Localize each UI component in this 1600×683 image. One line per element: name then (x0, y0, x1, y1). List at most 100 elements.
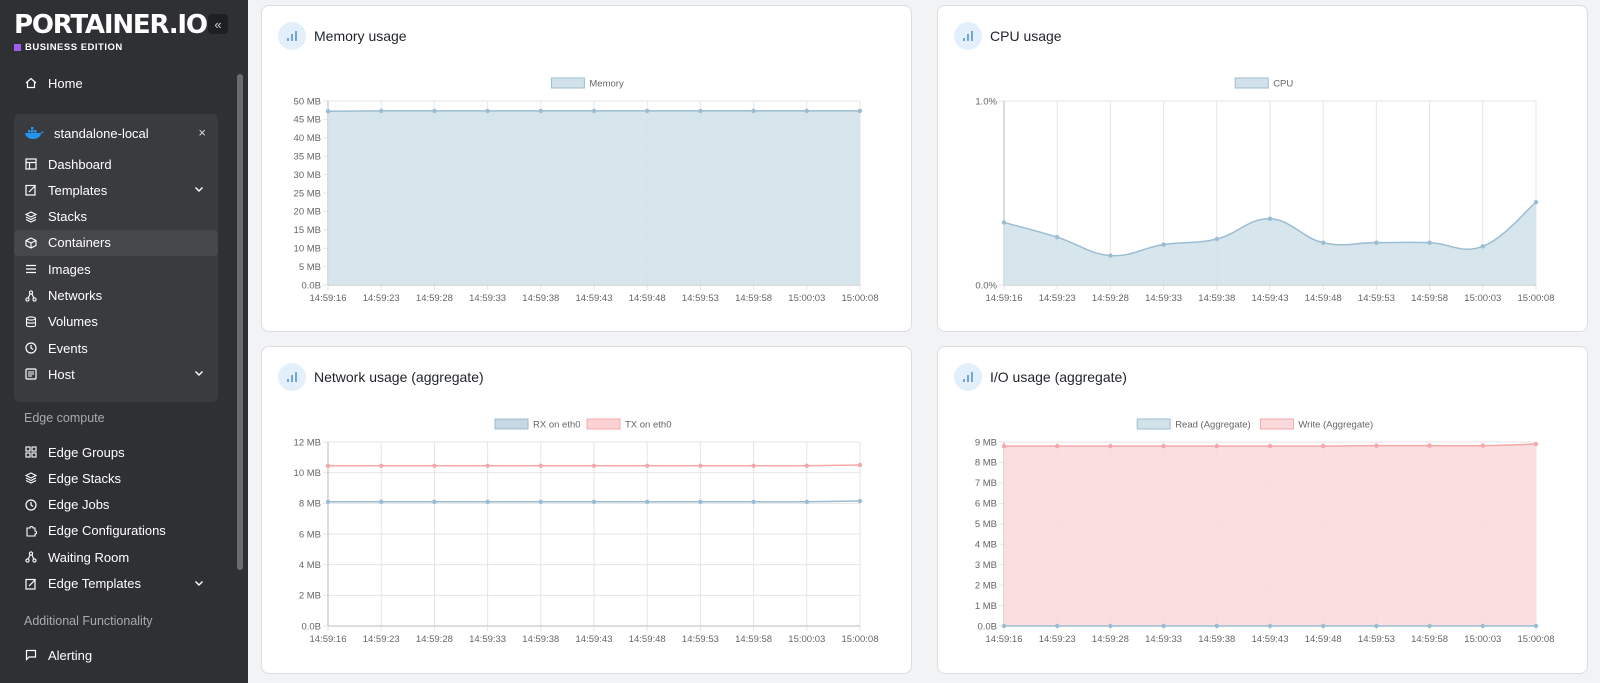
sidebar-item-edge-jobs[interactable]: Edge Jobs (14, 492, 218, 518)
sidebar-item-events[interactable]: Events (14, 335, 218, 361)
data-point[interactable] (1055, 234, 1060, 240)
data-point[interactable] (1267, 216, 1273, 221)
brand[interactable]: PORTAINER.IO BUSINESS EDITION (14, 12, 208, 53)
sidebar-item-containers[interactable]: Containers (14, 229, 218, 256)
data-point[interactable] (1480, 623, 1485, 629)
collapse-sidebar-button[interactable]: « (208, 14, 228, 34)
sidebar-item-dashboard[interactable]: Dashboard (14, 151, 218, 177)
data-point[interactable] (1533, 623, 1539, 629)
y-tick-label: 2 MB (299, 591, 321, 602)
data-point[interactable] (1214, 623, 1219, 629)
data-point[interactable] (1480, 244, 1485, 249)
data-point[interactable] (538, 108, 543, 114)
data-point[interactable] (1108, 623, 1113, 629)
data-point[interactable] (1321, 623, 1326, 629)
data-point[interactable] (591, 499, 597, 504)
data-point[interactable] (645, 499, 650, 504)
sidebar-item-alerting[interactable]: Alerting (14, 642, 218, 668)
sidebar-scrollbar[interactable] (237, 74, 243, 570)
data-point[interactable] (1480, 443, 1485, 448)
data-point[interactable] (698, 499, 703, 504)
data-point[interactable] (1001, 443, 1007, 449)
data-point[interactable] (538, 463, 543, 468)
data-point[interactable] (1161, 443, 1166, 449)
data-point[interactable] (804, 499, 809, 504)
data-point[interactable] (538, 499, 543, 504)
data-point[interactable] (645, 463, 650, 468)
data-point[interactable] (432, 499, 437, 504)
data-point[interactable] (432, 463, 437, 468)
data-point[interactable] (1001, 220, 1007, 225)
x-tick-label: 14:59:43 (576, 293, 613, 304)
data-point[interactable] (1374, 443, 1379, 448)
data-point[interactable] (1374, 623, 1379, 629)
data-point[interactable] (645, 108, 650, 114)
data-point[interactable] (485, 108, 490, 114)
data-point[interactable] (804, 463, 809, 468)
sidebar-item-edge-templates[interactable]: Edge Templates (14, 571, 218, 597)
data-point[interactable] (325, 463, 331, 468)
data-point[interactable] (1214, 443, 1219, 449)
close-environment-button[interactable]: × (198, 125, 206, 140)
data-point[interactable] (751, 499, 756, 504)
data-point[interactable] (857, 498, 863, 504)
data-point[interactable] (325, 109, 331, 114)
data-point[interactable] (751, 108, 756, 114)
data-point[interactable] (1161, 242, 1166, 247)
data-point[interactable] (485, 463, 490, 468)
environment-header[interactable]: standalone-local × (14, 119, 218, 147)
data-point[interactable] (751, 463, 756, 468)
data-point[interactable] (1108, 443, 1113, 449)
x-tick-label: 14:59:43 (1252, 634, 1289, 645)
data-point[interactable] (804, 108, 809, 114)
data-point[interactable] (379, 463, 384, 468)
x-tick-label: 14:59:28 (1092, 293, 1129, 304)
data-point[interactable] (591, 463, 597, 468)
data-point[interactable] (1108, 253, 1113, 258)
sidebar-item-stacks[interactable]: Stacks (14, 204, 218, 230)
data-point[interactable] (698, 108, 703, 114)
data-point[interactable] (1321, 240, 1326, 245)
io-card: I/O usage (aggregate) Read (Aggregate) Wr… (937, 346, 1588, 674)
data-point[interactable] (857, 108, 863, 114)
sidebar-item-waiting-room[interactable]: Waiting Room (14, 544, 218, 570)
data-point[interactable] (1533, 441, 1539, 447)
data-point[interactable] (857, 462, 863, 468)
data-point[interactable] (1267, 443, 1273, 449)
sidebar-item-edge-groups[interactable]: Edge Groups (14, 439, 218, 465)
data-point[interactable] (1427, 443, 1432, 448)
data-point[interactable] (1374, 240, 1379, 245)
data-point[interactable] (591, 108, 597, 114)
data-point[interactable] (1001, 623, 1007, 629)
edit-icon (24, 183, 38, 197)
sidebar-item-host[interactable]: Host (14, 361, 218, 387)
sidebar-item-volumes[interactable]: Volumes (14, 309, 218, 335)
y-tick-label: 2 MB (975, 580, 997, 591)
data-point[interactable] (1533, 200, 1539, 205)
data-point[interactable] (325, 499, 331, 504)
data-point[interactable] (1214, 236, 1219, 242)
sidebar-item-edge-configurations[interactable]: Edge Configurations (14, 518, 218, 544)
data-point[interactable] (485, 499, 490, 504)
data-point[interactable] (1321, 443, 1326, 449)
data-point[interactable] (1161, 623, 1166, 629)
sidebar-item-templates[interactable]: Templates (14, 177, 218, 203)
sidebar-item-home[interactable]: Home (14, 70, 218, 96)
data-point[interactable] (1267, 623, 1273, 629)
data-point[interactable] (1427, 623, 1432, 629)
data-point[interactable] (1427, 240, 1432, 245)
data-point[interactable] (1055, 623, 1060, 629)
sidebar-item-edge-stacks[interactable]: Edge Stacks (14, 465, 218, 491)
data-point[interactable] (379, 108, 384, 114)
data-point[interactable] (379, 499, 384, 504)
chevron-down-icon[interactable] (192, 576, 206, 590)
y-tick-label: 6 MB (299, 529, 321, 540)
sidebar-item-networks[interactable]: Networks (14, 283, 218, 309)
chevron-down-icon[interactable] (192, 366, 206, 380)
data-point[interactable] (698, 463, 703, 468)
data-point[interactable] (432, 108, 437, 114)
chevron-down-icon[interactable] (192, 182, 206, 196)
sidebar-item-images[interactable]: Images (14, 256, 218, 282)
x-tick-label: 14:59:33 (1145, 293, 1182, 304)
data-point[interactable] (1055, 443, 1060, 449)
